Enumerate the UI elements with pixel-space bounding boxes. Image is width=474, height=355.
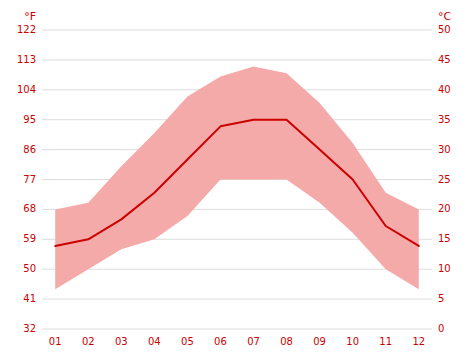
y-tick-label: 68 <box>23 203 36 214</box>
y-tick-label: 32 <box>23 323 36 334</box>
y-tick-label: 104 <box>17 84 36 95</box>
y2-tick-label: 35 <box>438 114 451 125</box>
y2-tick-label: 25 <box>438 174 451 185</box>
y-tick-label: 50 <box>23 263 36 274</box>
x-tick-label: 11 <box>379 336 392 347</box>
x-tick-label: 04 <box>148 336 161 347</box>
y2-tick-label: 10 <box>438 263 451 274</box>
y2-tick-label: 40 <box>438 84 451 95</box>
y2-tick-label: 20 <box>438 203 451 214</box>
y-tick-label: 113 <box>17 54 36 65</box>
x-axis: 01 02 03 04 05 06 07 08 09 10 11 12 <box>49 336 425 347</box>
y2-tick-label: 5 <box>438 293 444 304</box>
y2-tick-label: 30 <box>438 144 451 155</box>
y-tick-label: 41 <box>23 293 36 304</box>
y2-tick-label: 0 <box>438 323 444 334</box>
grid-line <box>42 59 432 60</box>
y2-tick-label: 45 <box>438 54 451 65</box>
y2-axis: 0 5 10 15 20 25 30 35 40 45 50 <box>438 24 451 334</box>
temperature-band <box>55 67 419 290</box>
y-tick-label: 95 <box>23 114 36 125</box>
x-tick-label: 03 <box>115 336 128 347</box>
y-tick-label: 77 <box>23 174 36 185</box>
grid-line <box>42 30 432 31</box>
x-tick-label: 08 <box>280 336 293 347</box>
x-tick-label: 02 <box>82 336 95 347</box>
y-unit-label: °F <box>24 10 36 23</box>
x-tick-label: 12 <box>412 336 425 347</box>
grid-line <box>42 269 432 270</box>
x-tick-label: 05 <box>181 336 194 347</box>
y2-tick-label: 50 <box>438 24 451 35</box>
x-tick-label: 09 <box>313 336 326 347</box>
x-tick-label: 01 <box>49 336 62 347</box>
grid-line <box>42 329 432 330</box>
y-tick-label: 59 <box>23 233 36 244</box>
plot-area <box>55 67 419 290</box>
y2-unit-label: °C <box>438 10 452 23</box>
y-axis: 32 41 50 59 68 77 86 95 104 113 122 <box>17 24 36 334</box>
grid-line <box>42 299 432 300</box>
y2-tick-label: 15 <box>438 233 451 244</box>
y-tick-label: 122 <box>17 24 36 35</box>
mean-line <box>55 120 419 246</box>
grid <box>42 30 432 329</box>
x-tick-label: 06 <box>214 336 227 347</box>
x-tick-label: 07 <box>247 336 260 347</box>
chart: 3241505968778695104113122051015202530354… <box>0 0 474 355</box>
x-tick-label: 10 <box>346 336 359 347</box>
y-tick-label: 86 <box>23 144 36 155</box>
